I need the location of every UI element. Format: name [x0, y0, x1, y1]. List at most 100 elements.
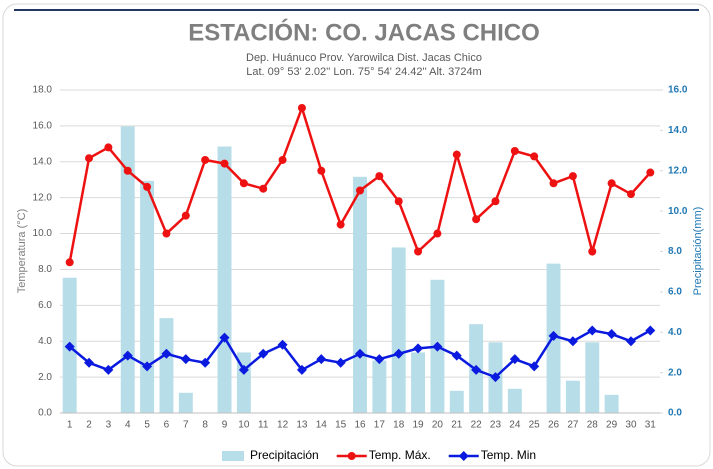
y2-tick-label: 14.0 — [668, 125, 688, 136]
x-tick-label: 15 — [335, 420, 347, 431]
bar — [565, 380, 580, 413]
point — [161, 348, 172, 359]
legend-label: Temp. Máx. — [369, 448, 431, 462]
y-tick-label: 14.0 — [33, 156, 53, 167]
y-tick-label: 18.0 — [33, 85, 53, 96]
bar — [449, 390, 464, 413]
bar — [391, 247, 406, 413]
legend-swatch — [347, 452, 356, 460]
point — [259, 184, 268, 193]
point — [375, 172, 384, 181]
point — [180, 354, 191, 365]
x-tick-label: 29 — [606, 420, 618, 431]
point — [65, 258, 74, 267]
x-tick-label: 4 — [125, 420, 131, 431]
legend-swatch — [222, 451, 244, 461]
bar — [411, 352, 426, 413]
y2-tick-label: 4.0 — [668, 327, 682, 338]
point — [471, 364, 482, 375]
y2-tick-label: 10.0 — [668, 206, 688, 217]
point — [646, 168, 655, 177]
chart-subtitle: Lat. 09° 53' 2.02'' Lon. 75° 54' 24.42''… — [246, 66, 481, 78]
point — [588, 247, 597, 256]
point — [491, 197, 500, 206]
y-tick-label: 6.0 — [38, 300, 52, 311]
x-tick-label: 18 — [393, 420, 405, 431]
point — [220, 159, 229, 168]
point — [335, 357, 346, 368]
point — [490, 372, 501, 383]
point — [549, 179, 558, 188]
point — [142, 361, 153, 372]
point — [278, 155, 287, 164]
x-tick-label: 30 — [625, 420, 637, 431]
x-tick-label: 1 — [67, 420, 73, 431]
point — [84, 357, 95, 368]
x-tick-label: 27 — [567, 420, 579, 431]
y2-tick-label: 0.0 — [668, 408, 682, 419]
point — [219, 332, 230, 343]
x-tick-label: 28 — [587, 420, 599, 431]
point — [451, 350, 462, 361]
y2-tick-label: 8.0 — [668, 246, 682, 257]
bar — [217, 146, 232, 413]
bar — [178, 392, 193, 413]
point — [277, 339, 288, 350]
point — [297, 103, 306, 112]
legend-label: Precipitación — [250, 448, 319, 462]
point — [85, 154, 94, 163]
point — [238, 364, 249, 375]
point — [162, 229, 171, 238]
x-tick-label: 24 — [509, 420, 521, 431]
x-tick-label: 19 — [413, 420, 425, 431]
x-tick-label: 14 — [316, 420, 328, 431]
x-tick-label: 7 — [183, 420, 189, 431]
y-tick-label: 12.0 — [33, 192, 53, 203]
x-tick-label: 26 — [548, 420, 560, 431]
x-tick-label: 11 — [258, 420, 269, 431]
point — [181, 211, 190, 220]
y2-tick-label: 6.0 — [668, 287, 682, 298]
point — [104, 143, 113, 152]
legend-label: Temp. Min — [481, 448, 536, 462]
y2-axis-label: Precipitación(mm) — [692, 207, 704, 296]
chart-subtitle: Dep. Huánuco Prov. Yarowilca Dist. Jacas… — [246, 52, 482, 64]
point — [414, 247, 423, 256]
legend-swatch — [458, 451, 469, 461]
x-tick-label: 22 — [471, 420, 483, 431]
chart-title: ESTACIÓN: CO. JACAS CHICO — [188, 18, 540, 46]
point — [393, 348, 404, 359]
y2-tick-label: 12.0 — [668, 165, 688, 176]
point — [64, 341, 75, 352]
point — [452, 150, 461, 159]
point — [509, 354, 520, 365]
x-tick-label: 21 — [451, 420, 463, 431]
point — [587, 325, 598, 336]
point — [548, 330, 559, 341]
point — [625, 336, 636, 347]
bar — [372, 360, 387, 413]
x-tick-label: 2 — [86, 420, 92, 431]
y-tick-label: 16.0 — [33, 121, 53, 132]
y-tick-label: 0.0 — [38, 408, 52, 419]
point — [606, 329, 617, 340]
point — [568, 172, 577, 181]
point — [296, 364, 307, 375]
bar — [353, 176, 367, 413]
x-tick-label: 17 — [374, 420, 386, 431]
point — [472, 215, 481, 224]
bar — [604, 394, 619, 413]
y-tick-label: 4.0 — [38, 336, 52, 347]
x-tick-label: 8 — [202, 420, 208, 431]
x-tick-label: 3 — [106, 420, 112, 431]
point — [510, 147, 519, 156]
point — [529, 361, 540, 372]
point — [200, 357, 211, 368]
point — [432, 341, 443, 352]
point — [143, 182, 152, 191]
y-axis-label: Temperatura (°C) — [16, 209, 28, 293]
bar — [120, 126, 135, 414]
point — [433, 229, 442, 238]
x-tick-label: 13 — [296, 420, 308, 431]
